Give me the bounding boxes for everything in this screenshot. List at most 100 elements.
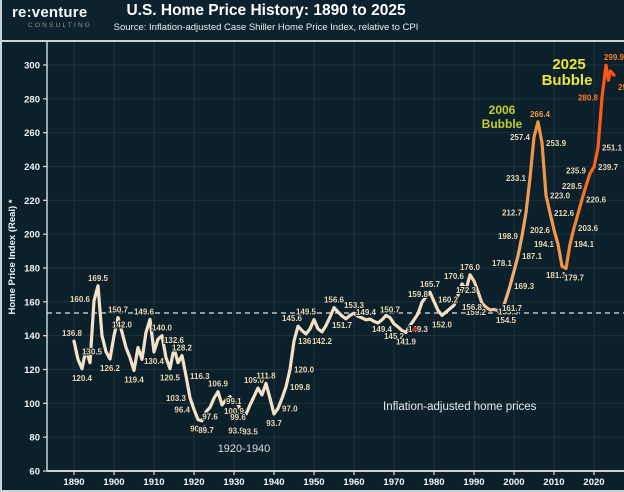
svg-text:2006: 2006 xyxy=(489,103,516,117)
svg-text:220: 220 xyxy=(24,196,40,207)
chart-title: U.S. Home Price History: 1890 to 2025 xyxy=(126,2,406,19)
svg-text:257.4: 257.4 xyxy=(510,133,531,142)
svg-text:1920: 1920 xyxy=(183,477,204,488)
svg-text:80: 80 xyxy=(29,433,40,444)
svg-text:1940: 1940 xyxy=(263,477,284,488)
svg-text:60: 60 xyxy=(29,467,40,478)
svg-text:120: 120 xyxy=(24,365,40,376)
svg-text:1910: 1910 xyxy=(143,477,164,488)
svg-text:223.0: 223.0 xyxy=(550,191,571,200)
svg-text:240: 240 xyxy=(24,162,40,173)
svg-text:235.9: 235.9 xyxy=(566,166,587,175)
svg-text:150.7: 150.7 xyxy=(108,306,129,315)
svg-text:280.8: 280.8 xyxy=(578,94,599,103)
svg-text:93.9: 93.9 xyxy=(228,427,244,436)
chart-subtitle: Source: Inflation-adjusted Case Shiller … xyxy=(113,22,419,33)
svg-text:96.4: 96.4 xyxy=(174,405,190,414)
svg-text:178.1: 178.1 xyxy=(492,259,513,268)
svg-text:1980: 1980 xyxy=(423,477,444,488)
svg-text:1930: 1930 xyxy=(223,477,244,488)
svg-text:89.7: 89.7 xyxy=(198,426,214,435)
svg-text:1970: 1970 xyxy=(383,477,404,488)
svg-text:280: 280 xyxy=(24,94,40,105)
svg-text:140: 140 xyxy=(24,331,40,342)
svg-text:165.7: 165.7 xyxy=(420,280,441,289)
svg-text:Inflation-adjusted home prices: Inflation-adjusted home prices xyxy=(383,401,537,413)
svg-text:145.6: 145.6 xyxy=(282,314,303,323)
svg-text:180: 180 xyxy=(24,264,40,275)
svg-text:1900: 1900 xyxy=(103,477,124,488)
svg-text:Bubble: Bubble xyxy=(542,72,593,89)
svg-text:179.7: 179.7 xyxy=(564,274,585,283)
svg-text:141.9: 141.9 xyxy=(396,338,417,347)
svg-text:142.0: 142.0 xyxy=(112,320,133,329)
svg-text:130.5: 130.5 xyxy=(82,348,103,357)
svg-text:126.2: 126.2 xyxy=(100,364,121,373)
svg-text:149.3: 149.3 xyxy=(408,325,429,334)
svg-text:149.4: 149.4 xyxy=(372,325,393,334)
price-chart-svg: 60 80 100 120 140 160 180 200 220 240 260 280 300 189… xyxy=(7,42,624,488)
svg-text:109.0: 109.0 xyxy=(244,376,265,385)
svg-text:140.0: 140.0 xyxy=(152,324,173,333)
svg-text:160.6: 160.6 xyxy=(70,295,91,304)
svg-text:111.8: 111.8 xyxy=(256,371,276,380)
svg-text:251.1: 251.1 xyxy=(602,144,623,153)
svg-text:120.4: 120.4 xyxy=(72,374,93,383)
svg-text:106.9: 106.9 xyxy=(208,380,229,389)
svg-text:203.6: 203.6 xyxy=(578,224,599,233)
svg-text:233.1: 233.1 xyxy=(506,174,527,183)
svg-text:160.2: 160.2 xyxy=(438,296,459,305)
svg-text:2010: 2010 xyxy=(543,477,564,488)
svg-text:128.2: 128.2 xyxy=(172,344,193,353)
svg-text:253.9: 253.9 xyxy=(546,139,567,148)
svg-text:266.4: 266.4 xyxy=(530,110,551,119)
svg-text:Bubble: Bubble xyxy=(482,117,523,131)
svg-text:149.4: 149.4 xyxy=(356,308,377,317)
svg-text:1990: 1990 xyxy=(463,477,484,488)
svg-text:2025: 2025 xyxy=(552,56,585,73)
svg-text:155.5: 155.5 xyxy=(498,307,519,316)
svg-text:299.9: 299.9 xyxy=(604,53,624,62)
svg-text:136.8: 136.8 xyxy=(298,337,319,346)
svg-text:170.6: 170.6 xyxy=(444,272,465,281)
svg-text:100: 100 xyxy=(24,399,40,410)
svg-text:90.4: 90.4 xyxy=(190,425,206,434)
svg-text:116.3: 116.3 xyxy=(190,372,210,381)
svg-text:194.1: 194.1 xyxy=(574,240,595,249)
svg-text:159.2: 159.2 xyxy=(466,308,487,317)
svg-text:100.9: 100.9 xyxy=(224,407,245,416)
svg-text:200: 200 xyxy=(24,230,40,241)
svg-text:228.5: 228.5 xyxy=(562,182,583,191)
svg-text:97.6: 97.6 xyxy=(202,412,218,421)
title-block: U.S. Home Price History: 1890 to 2025 So… xyxy=(2,2,530,33)
svg-text:152.0: 152.0 xyxy=(432,320,453,329)
svg-text:156.8: 156.8 xyxy=(462,303,483,312)
svg-text:300: 300 xyxy=(24,61,40,72)
svg-text:198.9: 198.9 xyxy=(498,232,519,241)
svg-text:297.: 297. xyxy=(618,83,624,92)
logo-text: re:venture xyxy=(12,4,88,21)
svg-text:109.8: 109.8 xyxy=(290,383,311,392)
svg-text:220.6: 220.6 xyxy=(586,195,607,204)
svg-text:153.3: 153.3 xyxy=(344,301,365,310)
svg-text:120.0: 120.0 xyxy=(294,366,315,375)
svg-text:93.7: 93.7 xyxy=(266,419,282,428)
svg-text:159.8: 159.8 xyxy=(408,290,429,299)
svg-text:156.6: 156.6 xyxy=(324,296,345,305)
svg-text:260: 260 xyxy=(24,128,40,139)
svg-text:2020: 2020 xyxy=(583,477,604,488)
svg-text:1950: 1950 xyxy=(303,477,324,488)
svg-text:202.6: 202.6 xyxy=(530,226,551,235)
svg-text:212.6: 212.6 xyxy=(554,209,575,218)
svg-text:132.6: 132.6 xyxy=(164,336,185,345)
svg-text:119.4: 119.4 xyxy=(124,376,144,385)
svg-text:194.1: 194.1 xyxy=(534,240,555,249)
svg-text:151.7: 151.7 xyxy=(332,321,353,330)
svg-text:172.3: 172.3 xyxy=(456,286,477,295)
logo-subtext: CONSULTING xyxy=(28,22,93,29)
svg-text:160: 160 xyxy=(24,297,40,308)
svg-text:99.6: 99.6 xyxy=(230,413,246,422)
svg-text:154.5: 154.5 xyxy=(496,316,517,325)
svg-text:212.7: 212.7 xyxy=(502,209,523,218)
